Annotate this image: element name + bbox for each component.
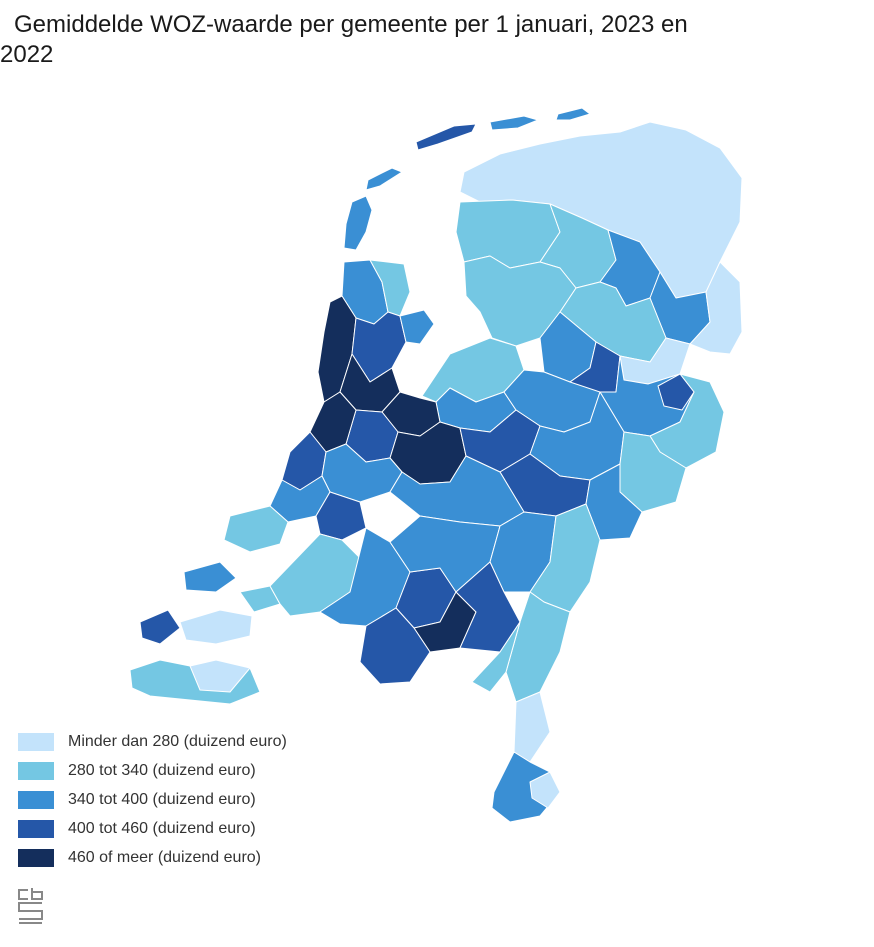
region-weert	[471, 621, 521, 693]
region-zh-islands	[223, 505, 289, 553]
region-midden-limburg	[505, 591, 571, 703]
region-walcheren	[139, 609, 181, 645]
legend-label: 280 tot 340 (duizend euro)	[68, 761, 256, 779]
region-heuvelland	[529, 771, 561, 809]
region-twente-2	[657, 373, 695, 411]
region-roermond	[513, 691, 551, 763]
legend-item: 400 tot 460 (duizend euro)	[18, 814, 287, 843]
legend-item: 280 tot 340 (duizend euro)	[18, 756, 287, 785]
region-schiermonnikoog	[555, 107, 591, 121]
region-nh-hoorn	[399, 309, 435, 345]
legend-item: 460 of meer (duizend euro)	[18, 843, 287, 872]
legend-swatch	[18, 790, 54, 809]
region-north-6	[689, 261, 743, 355]
region-vlieland	[365, 167, 403, 191]
cbs-logo-icon	[16, 887, 46, 929]
legend-label: 460 of meer (duizend euro)	[68, 848, 261, 866]
legend-label: Minder dan 280 (duizend euro)	[68, 732, 287, 750]
page-title: Gemiddelde WOZ-waarde per gemeente per 1…	[0, 11, 688, 68]
choropleth-map	[120, 92, 760, 832]
region-texel	[343, 195, 373, 251]
region-zuid-beveland	[179, 609, 253, 645]
legend-label: 340 tot 400 (duizend euro)	[68, 790, 256, 808]
region-nijmegen	[585, 463, 643, 541]
legend-item: 340 tot 400 (duizend euro)	[18, 785, 287, 814]
region-zv-east	[189, 659, 251, 693]
legend-swatch	[18, 732, 54, 751]
legend-item: Minder dan 280 (duizend euro)	[18, 727, 287, 756]
region-schouwen	[183, 561, 237, 593]
region-terschelling	[415, 123, 477, 151]
legend-swatch	[18, 761, 54, 780]
region-ameland	[489, 115, 539, 131]
legend-swatch	[18, 819, 54, 838]
map-legend: Minder dan 280 (duizend euro) 280 tot 34…	[18, 727, 287, 872]
legend-label: 400 tot 460 (duizend euro)	[68, 819, 256, 837]
region-kempen	[359, 607, 431, 685]
legend-swatch	[18, 848, 54, 867]
